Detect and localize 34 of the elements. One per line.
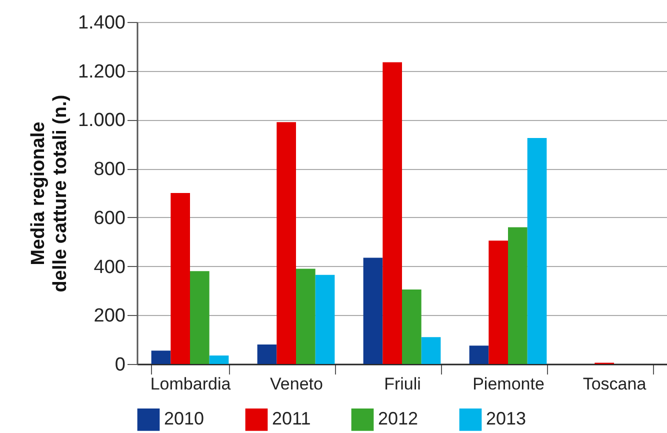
bar	[170, 193, 190, 364]
bar	[209, 355, 229, 364]
bar	[363, 258, 383, 364]
bar	[276, 122, 296, 364]
bar	[151, 350, 171, 364]
y-tick-label: 600	[94, 208, 126, 229]
y-tick-label: 0	[114, 354, 126, 376]
bar	[296, 268, 316, 364]
y-tick-label: 1.000	[78, 110, 126, 132]
x-tick-label: Veneto	[270, 374, 323, 394]
bar	[257, 344, 277, 364]
x-tick-label: Friuli	[384, 374, 421, 394]
x-tick-label: Toscana	[582, 374, 647, 394]
bar	[382, 62, 402, 364]
y-tick-label: 1.400	[78, 12, 126, 34]
bar	[469, 346, 489, 364]
bar	[527, 138, 547, 364]
bar	[421, 337, 441, 364]
legend-label: 2013	[486, 408, 526, 429]
bar	[402, 289, 422, 364]
y-tick-label: 400	[94, 256, 126, 278]
bar	[488, 240, 508, 364]
legend-label: 2010	[164, 408, 204, 429]
bar	[190, 271, 210, 364]
y-tick-label: 200	[94, 306, 126, 327]
legend-label: 2012	[378, 408, 418, 429]
x-tick-label: Lombardia	[150, 374, 232, 394]
y-tick-label: 800	[94, 159, 126, 180]
legend-label: 2011	[272, 408, 311, 429]
y-tick-label: 1.200	[78, 61, 126, 82]
y-axis-title: Media regionale delle catture totali (n.)	[28, 94, 71, 292]
x-tick-label: Piemonte	[472, 374, 544, 394]
bar	[508, 227, 528, 364]
bar	[315, 274, 335, 364]
